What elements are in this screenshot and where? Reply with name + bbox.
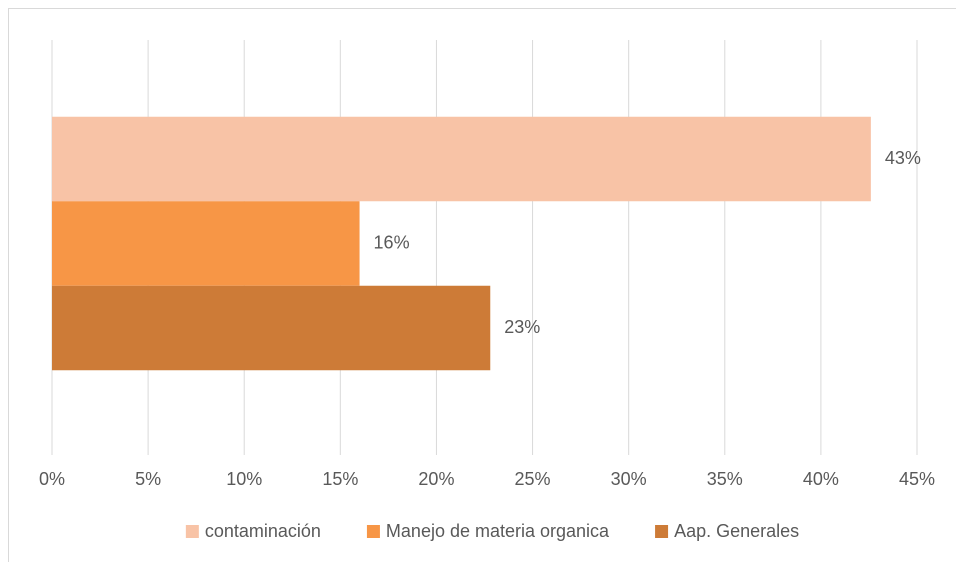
legend-swatch xyxy=(185,525,199,538)
x-tick-label: 30% xyxy=(611,469,647,489)
legend-label: Manejo de materia organica xyxy=(386,521,610,541)
x-tick-label: 10% xyxy=(226,469,262,489)
x-tick-label: 15% xyxy=(322,469,358,489)
bar xyxy=(52,116,871,202)
x-tick-label: 25% xyxy=(515,469,551,489)
legend-swatch xyxy=(655,525,669,538)
data-label: 16% xyxy=(374,232,410,252)
x-tick-label: 35% xyxy=(707,469,743,489)
x-tick-label: 5% xyxy=(135,469,161,489)
x-tick-label: 45% xyxy=(899,469,935,489)
chart-border xyxy=(8,8,956,562)
legend-label: Aap. Generales xyxy=(674,521,799,541)
data-label: 23% xyxy=(504,317,540,337)
x-tick-label: 0% xyxy=(39,469,65,489)
legend-swatch xyxy=(366,525,380,538)
legend-label: contaminación xyxy=(205,521,321,541)
x-tick-label: 40% xyxy=(803,469,839,489)
bar xyxy=(52,285,491,371)
x-tick-label: 20% xyxy=(418,469,454,489)
data-label: 43% xyxy=(885,148,921,168)
bar xyxy=(52,201,360,286)
